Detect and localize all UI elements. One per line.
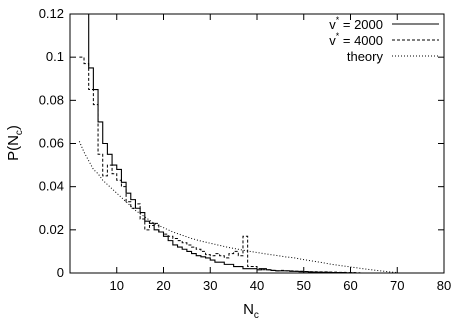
x-tick-label: 30 [203,278,217,293]
x-tick-label: 70 [390,278,404,293]
plot-frame [69,13,445,274]
x-tick-label: 60 [343,278,357,293]
y-tick-label: 0 [57,265,64,280]
y-tick-label: 0.02 [39,222,64,237]
x-tick-label: 10 [110,278,124,293]
y-tick-label: 0.08 [39,92,64,107]
legend-label-theory: theory [347,49,384,64]
y-tick-label: 0.06 [39,136,64,151]
y-tick-label: 0.12 [39,6,64,21]
series-line-1 [79,56,361,274]
legend-item-theory: theory [347,49,439,64]
legend-label-4000: v* = 4000 [329,31,383,48]
series-line-0 [79,13,360,274]
legend-item-4000: v* = 4000 [329,31,439,48]
series-lines [78,13,398,274]
x-tick-label: 40 [250,278,264,293]
y-tick-label: 0.1 [46,49,64,64]
x-axis-label: Nc [243,301,259,321]
x-tick-label: 50 [297,278,311,293]
legend: v* = 2000 v* = 4000 theory [329,15,439,64]
series-line-2 [78,141,398,274]
x-tick-label: 80 [437,278,451,293]
y-tick-label: 0.04 [39,179,64,194]
legend-item-2000: v* = 2000 [329,15,439,32]
x-tick-label: 20 [156,278,170,293]
tick-labels: 0 0.02 0.04 0.06 0.08 0.1 0.12 10 20 30 40 50 60 70 80 [39,6,452,293]
axis-ticks [70,13,445,274]
y-axis-label: P(Nc) [5,125,25,161]
legend-label-2000: v* = 2000 [329,15,383,32]
